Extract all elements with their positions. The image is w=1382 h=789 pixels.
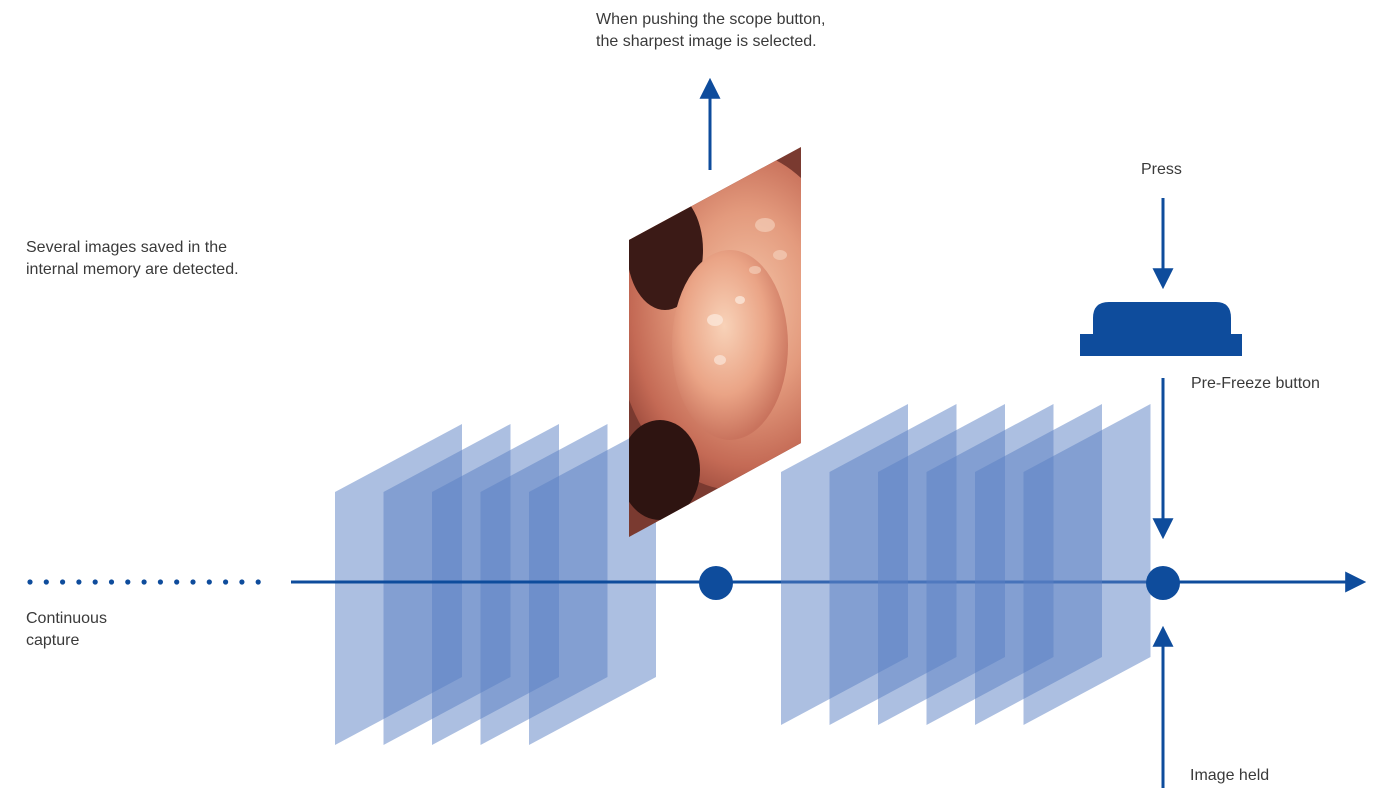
capture-dot bbox=[174, 579, 180, 585]
continuous-capture-line-1: Continuous bbox=[26, 610, 107, 627]
capture-dot bbox=[239, 579, 245, 585]
top-annotation-line-1: When pushing the scope button, bbox=[596, 11, 826, 28]
left-annotation-line-1: Several images saved in the bbox=[26, 239, 227, 256]
frame-right-6 bbox=[1023, 404, 1151, 725]
capture-dot bbox=[27, 579, 33, 585]
top-annotation: When pushing the scope button, the sharp… bbox=[596, 9, 826, 53]
left-annotation-line-2: internal memory are detected. bbox=[26, 261, 239, 278]
capture-dot bbox=[206, 579, 212, 585]
capture-dot bbox=[157, 579, 163, 585]
pre-freeze-button-label: Pre-Freeze button bbox=[1191, 375, 1320, 392]
continuous-capture-line-2: capture bbox=[26, 632, 80, 649]
continuous-capture-label: Continuous capture bbox=[26, 608, 107, 652]
frame-group-right bbox=[781, 404, 1151, 725]
capture-dot bbox=[141, 579, 147, 585]
capture-dot bbox=[76, 579, 82, 585]
selection-point bbox=[699, 566, 733, 600]
capture-dot bbox=[125, 579, 131, 585]
press-label: Press bbox=[1141, 161, 1182, 178]
capture-dot bbox=[60, 579, 66, 585]
frame-left-5 bbox=[529, 424, 656, 745]
left-annotation: Several images saved in the internal mem… bbox=[26, 237, 239, 281]
capture-dots bbox=[27, 579, 261, 585]
capture-dot bbox=[190, 579, 196, 585]
pre-freeze-button-icon bbox=[1080, 302, 1242, 356]
capture-dot bbox=[223, 579, 229, 585]
frame-group-left bbox=[335, 424, 656, 745]
top-annotation-line-2: the sharpest image is selected. bbox=[596, 33, 817, 50]
hold-point bbox=[1146, 566, 1180, 600]
capture-dot bbox=[108, 579, 115, 585]
capture-dot bbox=[43, 579, 49, 585]
capture-dot bbox=[92, 579, 98, 585]
capture-dot bbox=[255, 579, 261, 585]
image-held-label: Image held bbox=[1190, 767, 1270, 784]
